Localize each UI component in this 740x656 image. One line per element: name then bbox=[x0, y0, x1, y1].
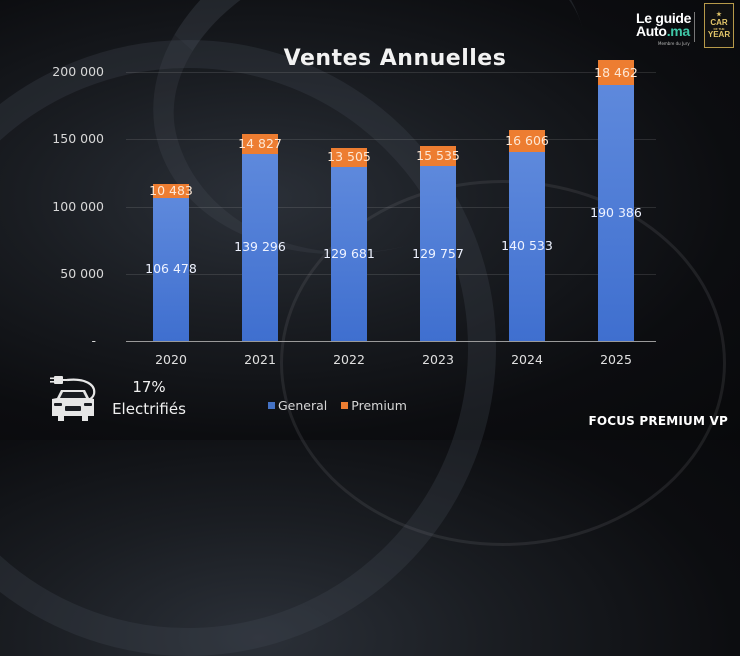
bar-2022: 13 505 129 681 bbox=[323, 148, 375, 341]
electrified-stat: 17% Electrifiés bbox=[104, 376, 194, 420]
grid-line bbox=[126, 206, 656, 208]
logo-auto: Auto bbox=[636, 23, 667, 39]
y-tick-label: 150 000 bbox=[52, 131, 104, 147]
data-label-premium: 13 505 bbox=[327, 149, 371, 165]
star-icon: ★ bbox=[716, 12, 722, 18]
bar-2020: 10 483 106 478 bbox=[145, 183, 197, 341]
bar-segment-premium bbox=[509, 129, 545, 152]
x-tick-label: 2022 bbox=[333, 352, 365, 367]
legend-label-general: General bbox=[278, 398, 328, 413]
y-tick-label: 200 000 bbox=[52, 64, 104, 79]
data-label-premium: 15 535 bbox=[416, 148, 460, 164]
x-tick-label: 2020 bbox=[155, 352, 187, 367]
bar-2023: 15 535 129 757 bbox=[412, 145, 464, 341]
bar-segment-general bbox=[153, 197, 189, 341]
data-label-premium: 10 483 bbox=[149, 182, 193, 198]
data-label-general: 106 478 bbox=[145, 261, 197, 277]
x-tick-label: 2021 bbox=[244, 352, 276, 367]
x-tick-label: 2024 bbox=[511, 352, 543, 367]
badge-of-the: OF THE bbox=[713, 27, 725, 31]
legend-swatch-general bbox=[268, 402, 275, 409]
logo-line1: Le guide bbox=[636, 10, 692, 26]
badge-car: CAR bbox=[710, 18, 728, 27]
legend-item-premium: Premium bbox=[341, 398, 407, 413]
le-guide-auto-logo: Le guide Auto.ma bbox=[636, 10, 692, 39]
y-tick-label: 50 000 bbox=[60, 265, 104, 281]
x-tick-label: 2023 bbox=[422, 352, 454, 367]
logo-subtitle: Membre du Jury bbox=[658, 41, 690, 46]
chart-legend: General Premium bbox=[268, 398, 407, 413]
car-of-the-year-badge: ★ CAR OF THE YEAR bbox=[704, 3, 734, 48]
y-tick-label: 100 000 bbox=[52, 198, 104, 214]
data-label-general: 129 757 bbox=[412, 245, 464, 261]
bar-segment-general bbox=[331, 166, 367, 341]
bar-2024: 16 606 140 533 bbox=[501, 129, 553, 341]
data-label-general: 139 296 bbox=[234, 239, 286, 255]
bar-2025: 18 462 190 386 bbox=[590, 60, 642, 341]
bar-segment-premium bbox=[420, 145, 456, 167]
logo-divider bbox=[694, 12, 695, 42]
grid-line bbox=[126, 72, 656, 73]
bar-segment-premium bbox=[153, 183, 189, 198]
legend-label-premium: Premium bbox=[351, 398, 407, 413]
electric-car-icon bbox=[50, 376, 96, 421]
bar-segment-premium bbox=[331, 148, 367, 167]
data-label-general: 129 681 bbox=[323, 245, 375, 261]
electrified-percent: 17% bbox=[132, 378, 166, 396]
bar-segment-premium bbox=[598, 60, 634, 85]
grid-line bbox=[126, 139, 656, 141]
bar-segment-premium bbox=[242, 133, 278, 154]
focus-premium-vp-label: FOCUS PREMIUM VP bbox=[588, 414, 728, 428]
x-tick-label: 2025 bbox=[600, 352, 632, 367]
y-tick-label: - bbox=[91, 333, 96, 348]
bar-segment-general bbox=[598, 84, 634, 341]
logo-ma: .ma bbox=[666, 23, 691, 39]
x-axis-line bbox=[126, 341, 656, 342]
legend-item-general: General bbox=[268, 398, 327, 413]
data-label-general: 140 533 bbox=[501, 238, 553, 254]
bar-segment-general bbox=[242, 153, 278, 341]
grid-line bbox=[126, 273, 656, 275]
bar-2021: 14 827 139 296 bbox=[234, 133, 286, 341]
badge-year: YEAR bbox=[707, 30, 731, 39]
data-label-premium: 16 606 bbox=[505, 132, 549, 148]
data-label-premium: 14 827 bbox=[238, 135, 282, 151]
bar-segment-general bbox=[420, 166, 456, 341]
data-label-premium: 18 462 bbox=[594, 64, 638, 80]
bar-segment-general bbox=[509, 151, 545, 341]
chart-title: Ventes Annuelles bbox=[283, 46, 507, 71]
legend-swatch-premium bbox=[341, 402, 349, 409]
data-label-general: 190 386 bbox=[590, 204, 642, 220]
electrified-label: Electrifiés bbox=[112, 400, 186, 418]
